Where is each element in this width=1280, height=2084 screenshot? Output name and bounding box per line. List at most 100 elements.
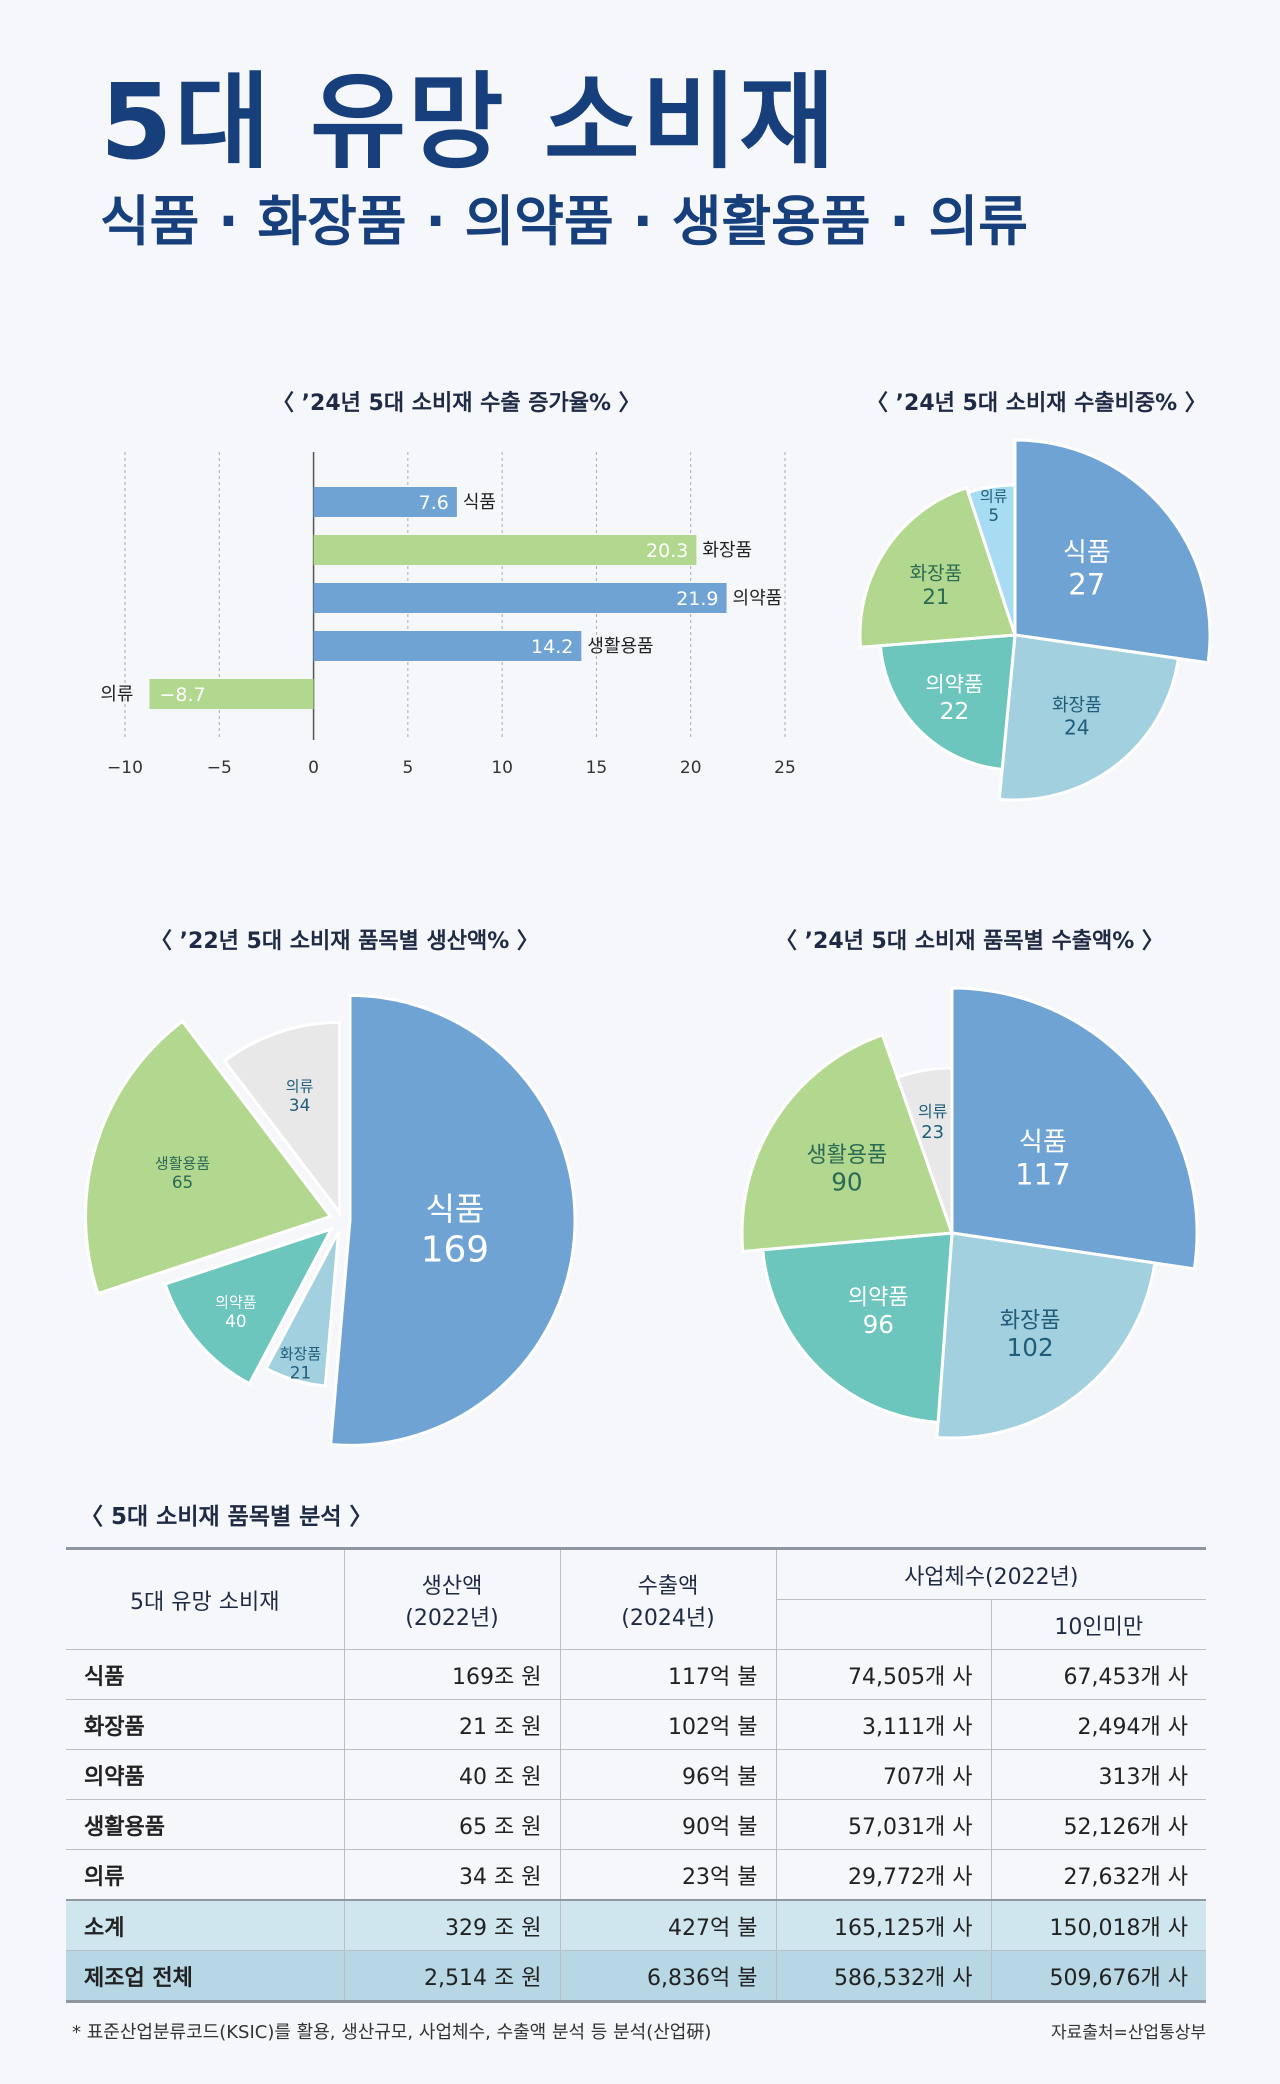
row-export: 96억 불 xyxy=(559,1749,776,1800)
pie-slice xyxy=(329,993,577,1447)
row-name: 생활용품 xyxy=(66,1799,344,1850)
bar xyxy=(313,535,697,565)
header-export: 수출액 (2024년) xyxy=(559,1547,776,1650)
pie-slice-value: 102 xyxy=(1007,1333,1054,1362)
row-business: 74,505개 사 xyxy=(775,1649,991,1700)
pie-slice-value: 40 xyxy=(225,1311,246,1331)
row-small: 2,494개 사 xyxy=(990,1699,1206,1750)
pie-slice-value: 5 xyxy=(988,505,999,525)
pie-slice xyxy=(966,483,1017,636)
bar-category-label: 식품 xyxy=(463,492,496,513)
pie-slice xyxy=(740,1032,955,1254)
row-business: 165,125개 사 xyxy=(775,1899,991,1951)
bar-chart-title: 〈 ’24년 5대 소비재 수출 증가율% 〉 xyxy=(272,391,641,416)
pie-slice-label: 화장품 xyxy=(910,563,962,585)
pie-slice-value: 24 xyxy=(1064,715,1090,739)
pie-slice xyxy=(222,1020,341,1217)
pie-slice xyxy=(761,1231,954,1425)
pie-slice-value: 96 xyxy=(863,1310,894,1339)
table-row: 의약품 40 조 원 96억 불 707개 사 313개 사 xyxy=(66,1749,1206,1800)
table-row: 의류 34 조 원 23억 불 29,772개 사 27,632개 사 xyxy=(66,1849,1206,1901)
pie-slice-value: 22 xyxy=(939,697,969,725)
row-production: 169조 원 xyxy=(343,1649,560,1700)
bar-value-label: 21.9 xyxy=(676,588,718,610)
pie-slice-label: 식품 xyxy=(1019,1128,1067,1158)
pie-slice xyxy=(935,1231,1157,1440)
row-export: 23억 불 xyxy=(559,1849,776,1901)
pie-slice-label: 의약품 xyxy=(215,1293,256,1311)
pie-slice xyxy=(895,1066,954,1234)
header-business: 사업체수(2022년) xyxy=(775,1547,1206,1600)
pie-slice-label: 생활용품 xyxy=(155,1154,210,1172)
pie-slice-label: 생활용품 xyxy=(806,1143,887,1168)
pie-slice xyxy=(264,1230,341,1388)
total-row: 제조업 전체 2,514 조 원 6,836억 불 586,532개 사 509… xyxy=(66,1950,1206,2003)
bar-category-label: 화장품 xyxy=(702,540,752,561)
row-business: 707개 사 xyxy=(775,1749,991,1800)
pie-slice-value: 65 xyxy=(172,1172,193,1192)
pie-slice xyxy=(878,633,1017,772)
row-production: 329 조 원 xyxy=(343,1899,560,1951)
row-small: 52,126개 사 xyxy=(990,1799,1206,1850)
pie-slice-label: 식품 xyxy=(425,1190,484,1228)
pie-slice xyxy=(163,1226,335,1386)
x-tick-label: 0 xyxy=(308,758,319,778)
pie-slice-value: 21 xyxy=(922,585,949,610)
header-production: 생산액 (2022년) xyxy=(343,1547,560,1650)
pie-slice-value: 27 xyxy=(1068,568,1105,602)
row-production: 65 조 원 xyxy=(343,1799,560,1850)
row-name: 식품 xyxy=(66,1649,344,1700)
row-small: 27,632개 사 xyxy=(990,1849,1206,1901)
subtotal-row: 소계 329 조 원 427억 불 165,125개 사 150,018개 사 xyxy=(66,1899,1206,1951)
x-tick-label: 10 xyxy=(491,758,513,778)
share-pie-title: 〈 ’24년 5대 소비재 수출비중% 〉 xyxy=(866,391,1207,416)
pie-slice-value: 34 xyxy=(289,1095,310,1115)
bar-value-label: −8.7 xyxy=(160,684,206,706)
row-business: 586,532개 사 xyxy=(775,1950,991,2003)
pie-slice-label: 식품 xyxy=(1063,538,1111,568)
bar xyxy=(313,583,727,613)
pie-slice-value: 169 xyxy=(421,1230,489,1271)
bar-category-label: 생활용품 xyxy=(587,636,653,657)
bar xyxy=(149,679,314,709)
header-category: 5대 유망 소비재 xyxy=(66,1547,344,1650)
x-tick-label: −5 xyxy=(207,758,232,778)
row-export: 117억 불 xyxy=(559,1649,776,1700)
pie-slice xyxy=(997,633,1181,802)
row-export: 90억 불 xyxy=(559,1799,776,1850)
analysis-table: 5대 유망 소비재 생산액 (2022년) 수출액 (2024년) 사업체수(2… xyxy=(66,1547,1206,2003)
bar-category-label: 의류 xyxy=(100,684,133,705)
page-title: 5대 유망 소비재 xyxy=(100,61,837,183)
header-business-small: 10인미만 xyxy=(990,1599,1206,1650)
x-tick-label: 20 xyxy=(680,758,702,778)
pie-slice-value: 23 xyxy=(921,1122,944,1143)
row-business: 3,111개 사 xyxy=(775,1699,991,1750)
row-name: 의약품 xyxy=(66,1749,344,1800)
x-tick-label: −10 xyxy=(107,758,143,778)
pie-slice-label: 화장품 xyxy=(280,1345,321,1363)
pie-slice-value: 90 xyxy=(831,1168,862,1197)
header-business-all xyxy=(775,1599,991,1650)
x-tick-label: 25 xyxy=(774,758,796,778)
pie-slice-label: 화장품 xyxy=(1000,1308,1061,1333)
source-credit: 자료출처=산업통상부 xyxy=(1050,2023,1206,2043)
row-name: 제조업 전체 xyxy=(66,1950,344,2003)
row-export: 6,836억 불 xyxy=(559,1950,776,2003)
row-name: 의류 xyxy=(66,1849,344,1901)
x-tick-label: 15 xyxy=(586,758,608,778)
table-title: 〈 5대 소비재 품목별 분석 〉 xyxy=(80,1504,373,1530)
table-row: 생활용품 65 조 원 90억 불 57,031개 사 52,126개 사 xyxy=(66,1799,1206,1850)
row-small: 150,018개 사 xyxy=(990,1899,1206,1951)
pie-slice-value: 117 xyxy=(1015,1157,1071,1191)
footnote: * 표준산업분류코드(KSIC)를 활용, 생산규모, 사업체수, 수출액 분석… xyxy=(72,2022,712,2043)
export-growth-bar-chart: −10 −5 0 5 10 15 20 25 7.6 식품 20.3 화장품 21.9 의약품 14.2 생활… xyxy=(100,452,796,778)
row-production: 2,514 조 원 xyxy=(343,1950,560,2003)
x-tick-label: 5 xyxy=(402,758,413,778)
row-small: 67,453개 사 xyxy=(990,1649,1206,1700)
row-export: 102억 불 xyxy=(559,1699,776,1750)
pie-slice-label: 의약품 xyxy=(848,1285,909,1310)
pie-slice-label: 의류 xyxy=(286,1078,314,1096)
row-production: 34 조 원 xyxy=(343,1849,560,1901)
